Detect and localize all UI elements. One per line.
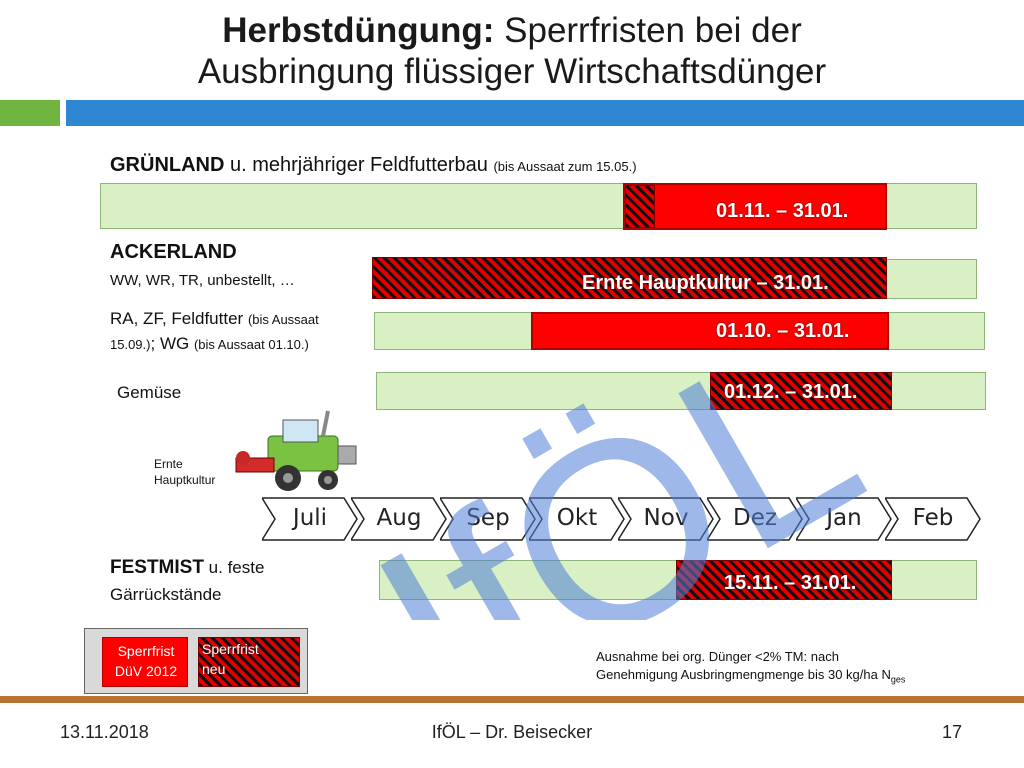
slide-title: Herbstdüngung: Sperrfristen bei der Ausb… <box>0 10 1024 92</box>
footer-date: 13.11.2018 <box>60 722 149 742</box>
title-bold: Herbstdüngung: <box>222 11 495 50</box>
gemuese-period-text: 01.12. – 31.01. <box>724 381 858 403</box>
combine-harvester-icon <box>235 410 357 491</box>
month-chevron-sep: Sep <box>438 497 536 541</box>
festmist-label: FESTMIST u. feste <box>110 557 265 578</box>
ackerland-period-bar <box>372 257 887 299</box>
gemuese-period-bar <box>710 372 892 410</box>
ackerland-period-text: Ernte Hauptkultur – 31.01. <box>582 272 829 294</box>
gruenland-new-hatch <box>625 185 655 228</box>
month-chevron-juli: Juli <box>260 497 358 541</box>
ackerland-sublabel: WW, WR, TR, unbestellt, … <box>110 272 295 289</box>
title-accent-blue <box>66 100 1024 126</box>
title-accent-green <box>0 100 60 126</box>
ackerland-label: ACKERLAND <box>110 241 237 263</box>
ra-zf-label-line2: 15.09.); WG (bis Aussaat 01.10.) <box>110 334 309 353</box>
gruenland-period-text: 01.11. – 31.01. <box>716 200 849 222</box>
month-chevron-dez: Dez <box>705 497 803 541</box>
footer-author: IfÖL – Dr. Beisecker <box>431 722 593 742</box>
gruenland-label: GRÜNLAND u. mehrjähriger Feldfutterbau (… <box>110 154 637 176</box>
legend-old-swatch <box>102 637 188 687</box>
gemuese-label: Gemüse <box>117 383 182 402</box>
legend-old-label: Sperrfrist DüV 2012 <box>114 643 178 679</box>
gemuese-track <box>376 372 986 410</box>
ra-zf-period-bar <box>531 312 889 350</box>
month-chevron-nov: Nov <box>616 497 714 541</box>
festmist-period-bar <box>676 560 892 600</box>
legend-new-label: Sperrfrist neu <box>202 641 259 677</box>
month-chevron-okt: Okt <box>527 497 625 541</box>
festmist-period-text: 15.11. – 31.01. <box>724 572 857 594</box>
footer-page-number: 17 <box>941 722 962 742</box>
ra-zf-label-line1: RA, ZF, Feldfutter (bis Aussaat <box>110 309 319 328</box>
month-chevron-aug: Aug <box>349 497 447 541</box>
footer-rule <box>0 696 1024 703</box>
title-line2: Ausbringung flüssiger Wirtschaftsdünger <box>197 52 827 91</box>
legend-new-swatch <box>198 637 300 687</box>
festmist-label-line2: Gärrückstände <box>110 585 222 604</box>
legend: Sperrfrist DüV 2012 Sperrfrist neu <box>84 628 308 694</box>
title-rest: Sperrfristen bei der <box>494 11 802 50</box>
gruenland-period-bar <box>623 183 887 230</box>
ra-zf-period-text: 01.10. – 31.01. <box>716 320 850 342</box>
exception-note: Ausnahme bei org. Dünger <2% TM: nach Ge… <box>596 649 906 685</box>
month-chevron-jan: Jan <box>794 497 892 541</box>
month-chevron-feb: Feb <box>883 497 981 541</box>
harvester-label: Ernte Hauptkultur <box>154 457 216 487</box>
